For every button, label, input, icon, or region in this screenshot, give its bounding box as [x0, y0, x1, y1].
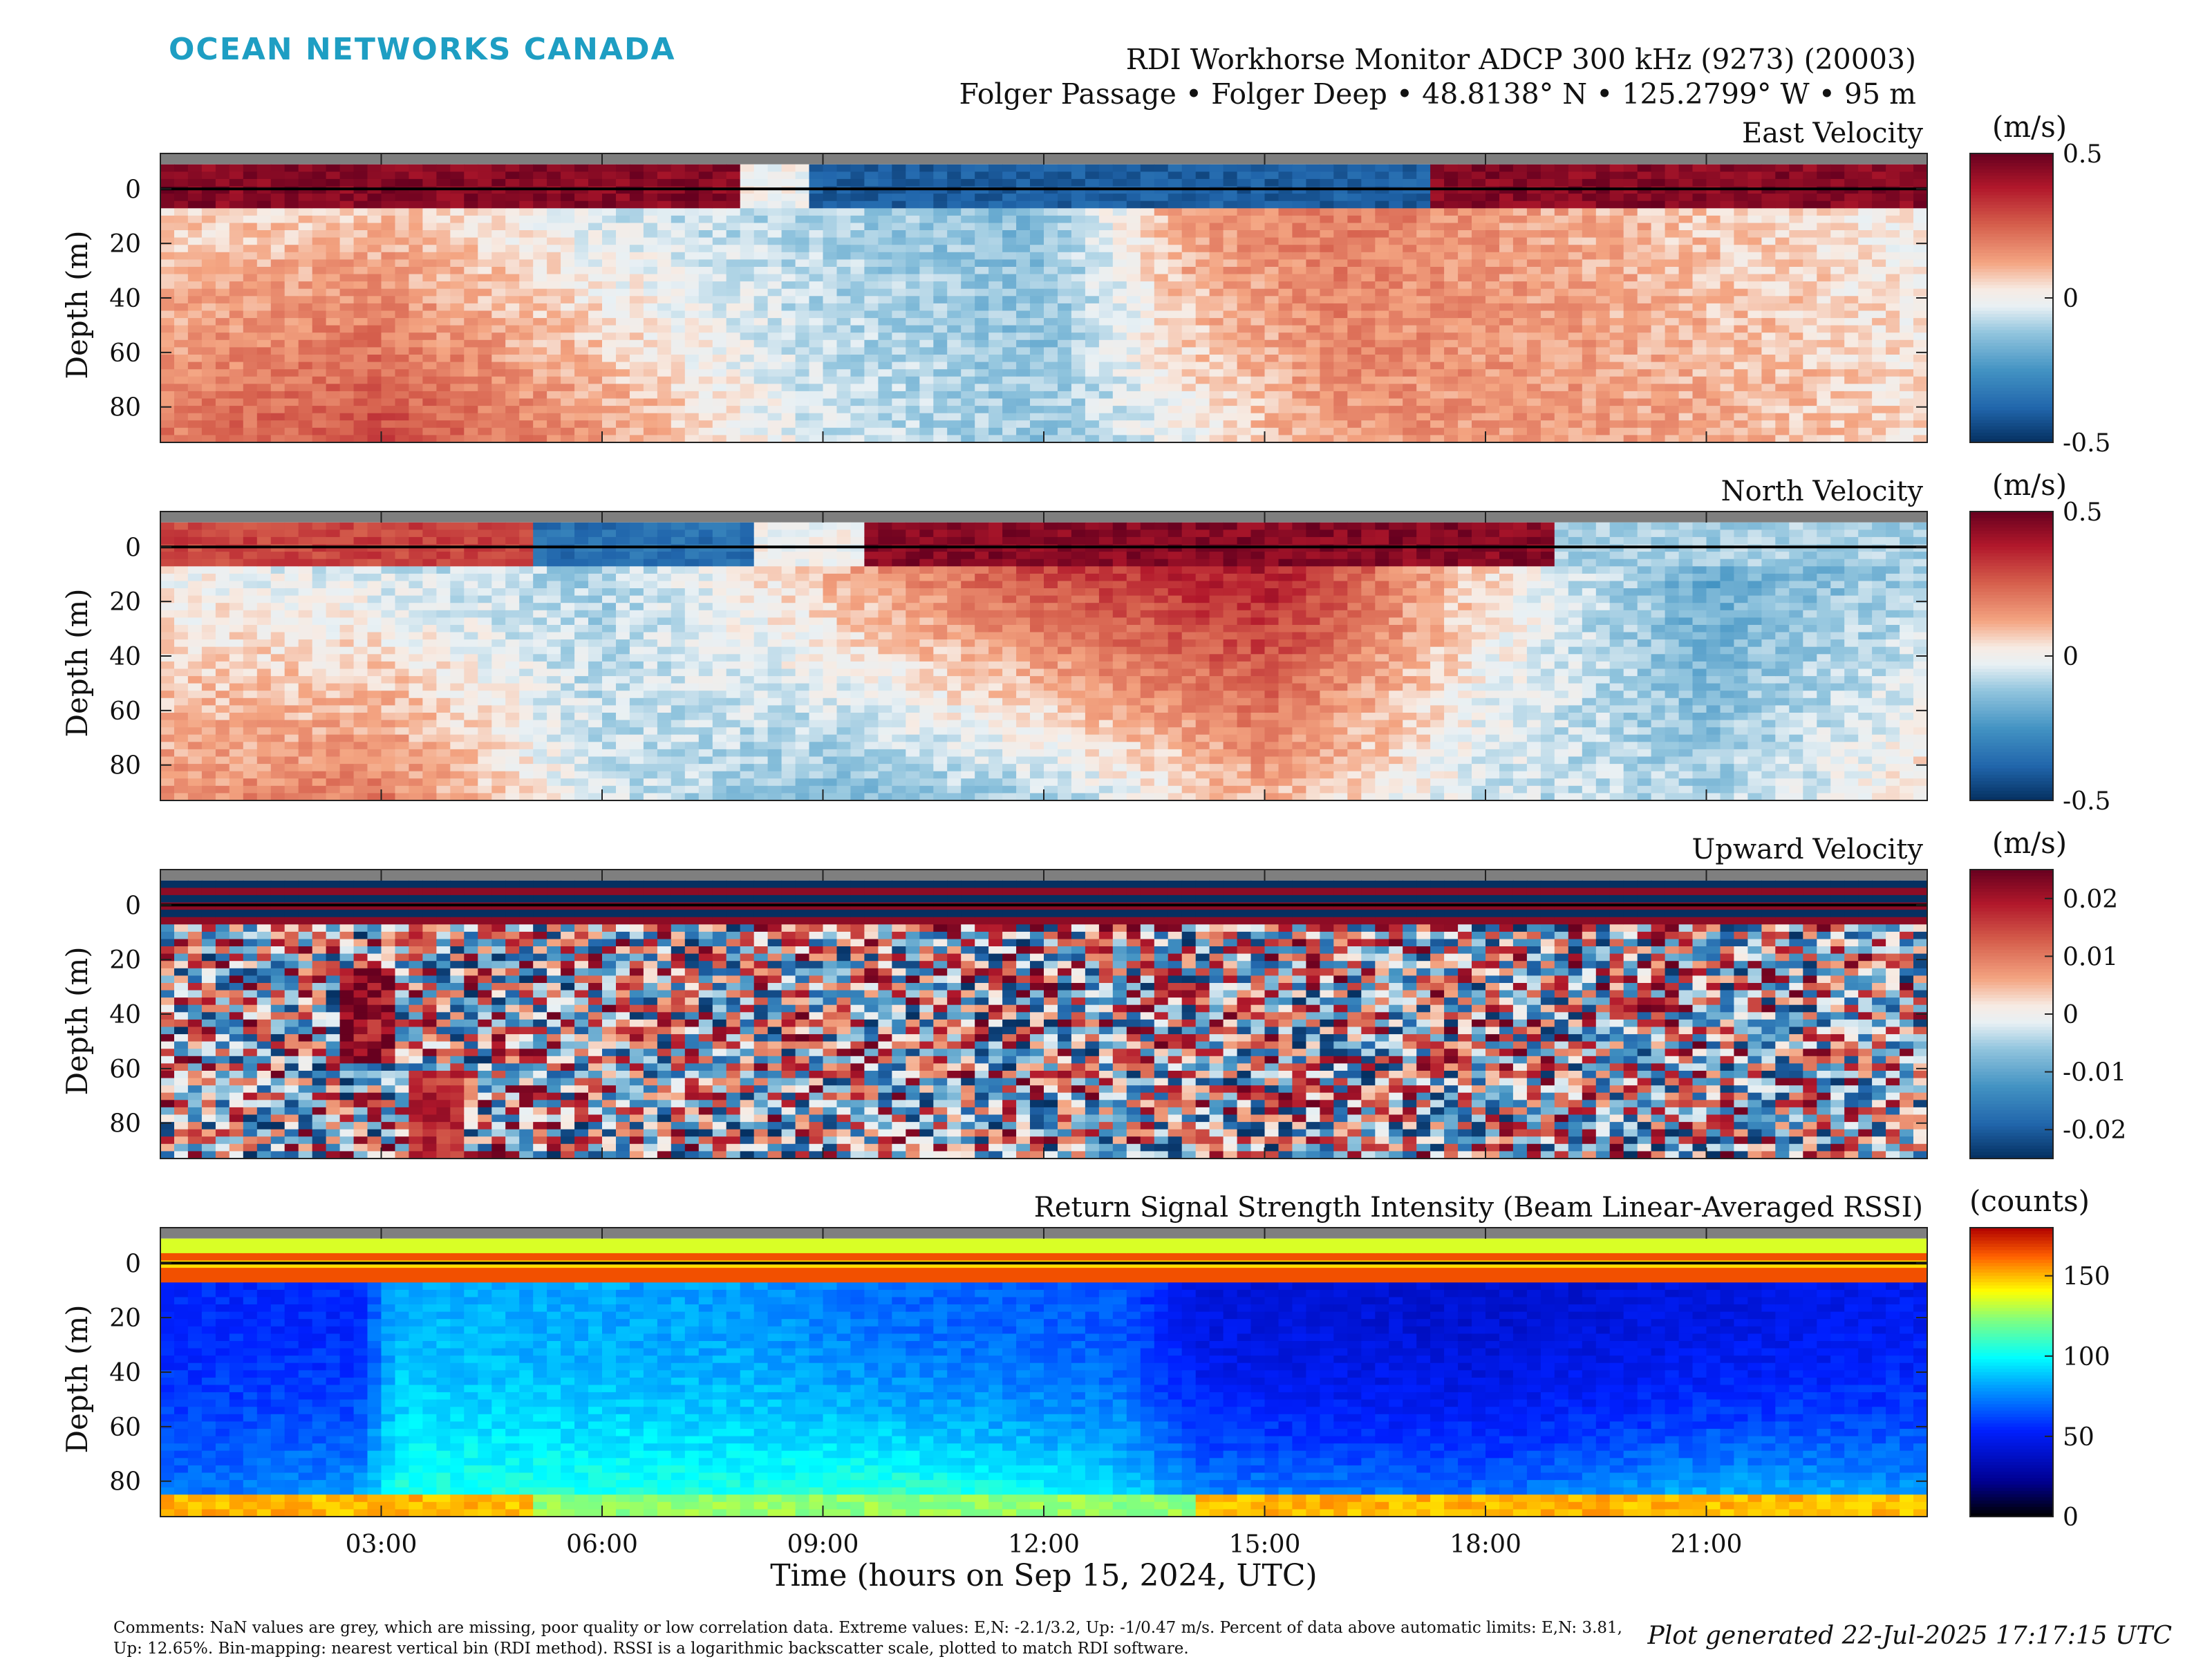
y-tick-label: 80: [109, 1468, 141, 1497]
panel-title: North Velocity: [1721, 476, 1924, 507]
colorbar: 0.02 0.01 0 -0.01 -0.02 (m/s): [1969, 826, 2126, 1159]
y-tick-label: 20: [109, 946, 141, 975]
brand-logo: OCEAN NETWORKS CANADA: [169, 32, 676, 67]
y-tick-label: 60: [109, 1414, 141, 1442]
colorbar-frame: [1969, 1227, 2054, 1517]
y-tick-label: 60: [109, 339, 141, 368]
y-tick-label: 80: [109, 752, 141, 780]
colorbar: 0.5 0 -0.5 (m/s): [1969, 468, 2110, 816]
panel-title: East Velocity: [1742, 118, 1923, 149]
panel-title: Return Signal Strength Intensity (Beam L…: [1034, 1192, 1923, 1224]
colorbar: 0.5 0 -0.5 (m/s): [1969, 110, 2110, 458]
heatmap-cells: [160, 164, 1928, 443]
chart-panel-4: 0 20 40 60 80 03:00 06:00 09:00 12:00 15:00 18:00 2…: [60, 1184, 2110, 1593]
colorbar-tick-label: 0: [2063, 285, 2079, 313]
heatmap-cells: [160, 1238, 1928, 1517]
y-tick-label: 80: [109, 394, 141, 422]
colorbar-tick-label: 0.01: [2063, 943, 2118, 971]
y-tick-label: 40: [109, 1001, 141, 1029]
colorbar-tick-label: 0.02: [2063, 885, 2118, 914]
panel-title: Upward Velocity: [1692, 834, 1924, 865]
chart-panel-2: 0 20 40 60 80 Depth (m) North Velocity 0.5 0 -0.5…: [60, 468, 2110, 816]
y-tick-label: 0: [125, 1250, 141, 1278]
colorbar-tick-label: -0.5: [2063, 429, 2110, 458]
y-tick-label: 20: [109, 230, 141, 259]
x-axis-label: Time (hours on Sep 15, 2024, UTC): [770, 1558, 1317, 1593]
x-tick-label: 21:00: [1671, 1530, 1743, 1559]
y-axis-label: Depth (m): [60, 230, 94, 379]
x-tick-label: 18:00: [1450, 1530, 1521, 1559]
y-axis-label: Depth (m): [60, 946, 94, 1095]
colorbar-tick-label: 100: [2063, 1343, 2110, 1371]
colorbar-tick-label: 50: [2063, 1423, 2094, 1452]
y-tick-label: 40: [109, 285, 141, 313]
y-tick-label: 40: [109, 1359, 141, 1387]
colorbar-tick-label: -0.02: [2063, 1116, 2126, 1145]
footer-generated: Plot generated 22-Jul-2025 17:17:15 UTC: [1648, 1622, 2172, 1650]
colorbar-label: (counts): [1969, 1184, 2090, 1218]
y-tick-label: 0: [125, 534, 141, 562]
heatmap-cells: [160, 880, 1928, 1159]
footer-comments: Comments: NaN values are grey, which are…: [113, 1618, 1648, 1659]
x-tick-label: 09:00: [787, 1530, 859, 1559]
y-tick-label: 60: [109, 697, 141, 726]
y-tick-label: 0: [125, 176, 141, 204]
colorbar-tick-label: -0.5: [2063, 787, 2110, 816]
x-tick-label: 03:00: [346, 1530, 418, 1559]
colorbar-tick-label: 0.5: [2063, 498, 2102, 527]
x-tick-label: 15:00: [1229, 1530, 1301, 1559]
colorbar-tick-label: 150: [2063, 1263, 2110, 1291]
colorbar-tick-label: 0: [2063, 643, 2079, 671]
y-axis-label: Depth (m): [60, 1304, 94, 1453]
figure-title: RDI Workhorse Monitor ADCP 300 kHz (9273…: [1126, 43, 1916, 76]
figure-subtitle: Folger Passage • Folger Deep • 48.8138° …: [959, 77, 1917, 111]
heatmap-cells: [160, 522, 1928, 801]
colorbar-tick-label: 0: [2063, 1503, 2079, 1532]
x-tick-label: 06:00: [566, 1530, 638, 1559]
colorbar-label: (m/s): [1992, 826, 2067, 860]
y-tick-label: 60: [109, 1056, 141, 1084]
colorbar-tick-label: 0: [2063, 1001, 2079, 1029]
chart-panel-1: 0 20 40 60 80 Depth (m) East Velocity 0.5 0 -0.5 (…: [60, 110, 2110, 458]
colorbar-label: (m/s): [1992, 468, 2067, 502]
y-tick-label: 40: [109, 643, 141, 671]
colorbar: 150 100 50 0 (counts): [1969, 1184, 2110, 1532]
colorbar-tick-label: 0.5: [2063, 140, 2102, 169]
y-tick-label: 0: [125, 892, 141, 920]
y-axis-label: Depth (m): [60, 588, 94, 737]
y-tick-label: 20: [109, 588, 141, 617]
y-tick-label: 80: [109, 1110, 141, 1138]
colorbar-tick-label: -0.01: [2063, 1059, 2126, 1087]
x-tick-label: 12:00: [1008, 1530, 1080, 1559]
y-tick-label: 20: [109, 1304, 141, 1333]
colorbar-label: (m/s): [1992, 110, 2067, 144]
